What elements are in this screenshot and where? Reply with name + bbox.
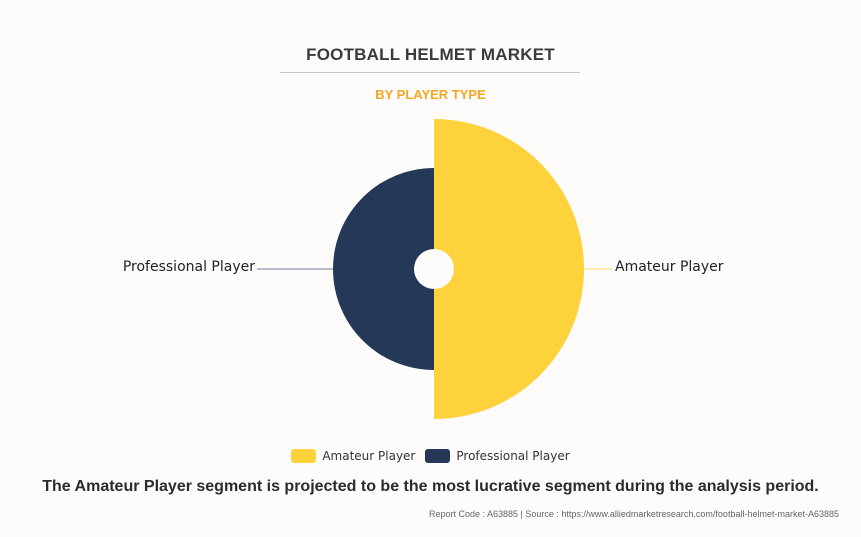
chart-title: FOOTBALL HELMET MARKET bbox=[306, 45, 555, 64]
legend-label: Amateur Player bbox=[322, 449, 416, 463]
source-citation: Report Code : A63885 | Source : https://… bbox=[428, 509, 839, 519]
chart-legend: Amateur Player Professional Player bbox=[0, 449, 861, 463]
legend-swatch-amateur-icon bbox=[291, 449, 317, 463]
legend-swatch-professional-icon bbox=[425, 449, 451, 463]
chart-subtitle: BY PLAYER TYPE bbox=[375, 87, 486, 102]
legend-item-amateur-player[interactable]: Amateur Player bbox=[291, 449, 415, 463]
legend-label: Professional Player bbox=[456, 449, 570, 463]
label-amateur-player: Amateur Player bbox=[615, 259, 724, 275]
summary-text: The Amateur Player segment is projected … bbox=[42, 478, 819, 495]
legend-item-professional-player[interactable]: Professional Player bbox=[425, 449, 570, 463]
label-professional-player: Professional Player bbox=[122, 259, 255, 275]
title-divider bbox=[280, 72, 580, 73]
slice-amateur-player[interactable] bbox=[434, 119, 584, 419]
slice-professional-player[interactable] bbox=[333, 168, 434, 370]
center-hole bbox=[414, 249, 454, 289]
